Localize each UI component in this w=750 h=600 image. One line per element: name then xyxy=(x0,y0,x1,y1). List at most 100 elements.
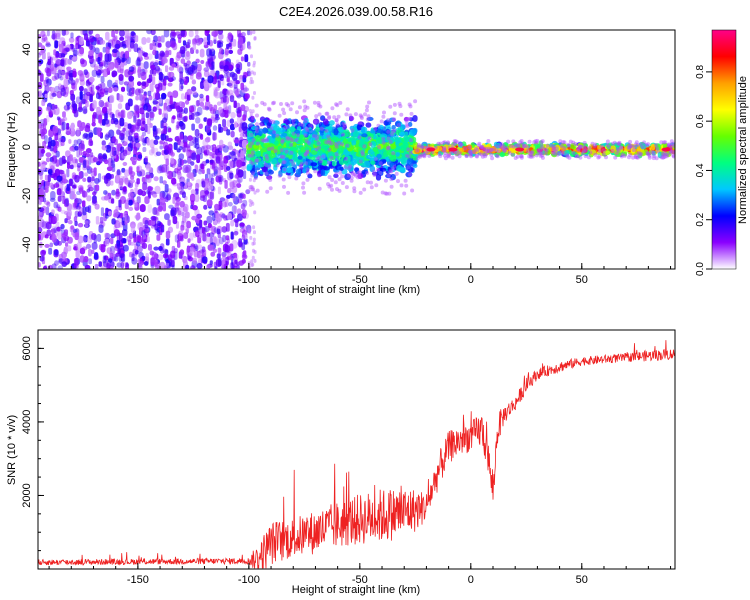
heatmap-cell xyxy=(183,206,188,213)
heatmap-cell xyxy=(231,154,237,162)
heatmap-cell xyxy=(225,90,231,95)
heatmap-cell xyxy=(119,117,125,127)
heatmap-cell xyxy=(264,171,269,176)
heatmap-cell xyxy=(227,213,233,221)
heatmap-cell xyxy=(103,260,109,268)
heatmap-cell xyxy=(179,109,185,114)
colorbar-tick-label: 0.6 xyxy=(695,114,706,128)
heatmap-cell xyxy=(279,102,283,106)
heatmap-cell xyxy=(69,154,73,162)
heatmap-cell xyxy=(76,127,80,137)
heatmap-cell xyxy=(152,127,159,135)
heatmap-cell xyxy=(108,42,112,49)
heatmap-cell xyxy=(427,153,432,158)
heatmap-cell xyxy=(216,228,221,235)
heatmap-cell xyxy=(312,100,317,105)
heatmap-cell xyxy=(578,144,582,149)
heatmap-cell xyxy=(107,258,113,263)
heatmap-cell xyxy=(155,151,162,157)
heatmap-cell xyxy=(305,150,310,155)
heatmap-cell xyxy=(167,71,171,79)
heatmap-cell xyxy=(206,264,210,269)
heatmap-cell xyxy=(218,106,223,114)
heatmap-cell xyxy=(235,178,241,184)
heatmap-cell xyxy=(666,143,671,148)
heatmap-cell xyxy=(158,98,162,104)
heatmap-cell xyxy=(77,48,84,57)
heatmap-cell xyxy=(157,205,164,212)
heatmap-cell xyxy=(153,92,159,100)
heatmap-cell xyxy=(263,119,269,124)
heatmap-cell xyxy=(363,160,370,168)
heatmap-cell xyxy=(124,214,130,223)
heatmap-cell xyxy=(153,176,159,182)
heatmap-cell xyxy=(243,212,249,219)
heatmap-cell xyxy=(344,112,349,117)
heatmap-cell xyxy=(85,79,91,87)
heatmap-cell xyxy=(222,94,227,103)
heatmap-cell xyxy=(113,229,120,237)
heatmap-cell xyxy=(79,143,85,151)
heatmap-cell xyxy=(327,147,332,152)
heatmap-cell xyxy=(568,139,573,144)
heatmap-cell xyxy=(540,153,545,158)
heatmap-cell xyxy=(108,211,112,216)
heatmap-cell xyxy=(50,66,57,75)
heatmap-cell xyxy=(150,219,156,226)
heatmap-cell xyxy=(38,52,41,58)
heatmap-cell xyxy=(638,151,643,156)
heatmap-cell xyxy=(48,215,53,225)
heatmap-cell xyxy=(237,106,242,114)
heatmap-cell xyxy=(242,114,247,121)
heatmap-cell xyxy=(263,142,270,148)
heatmap-cell xyxy=(391,151,396,156)
heatmap-cell xyxy=(153,35,158,43)
heatmap-cell xyxy=(370,160,376,165)
heatmap-cell xyxy=(144,55,150,60)
heatmap-cell xyxy=(86,165,91,170)
heatmap-cell xyxy=(139,261,143,269)
heatmap-cell xyxy=(331,160,337,167)
heatmap-cell xyxy=(116,129,121,135)
heatmap-cell xyxy=(97,56,101,65)
heatmap-cell xyxy=(355,175,360,180)
heatmap-cell xyxy=(237,153,241,161)
heatmap-cell xyxy=(218,200,223,210)
heatmap-cell xyxy=(115,193,120,200)
heatmap-cell xyxy=(141,71,147,81)
heatmap-cell xyxy=(248,108,252,113)
heatmap-cell xyxy=(111,189,116,196)
heatmap-cell xyxy=(142,181,148,191)
heatmap-cell xyxy=(385,146,390,151)
heatmap-cell xyxy=(303,133,308,138)
heatmap-cell xyxy=(131,253,135,262)
heatmap-cell xyxy=(157,254,164,261)
heatmap-cell xyxy=(361,126,366,133)
heatmap-cell xyxy=(183,203,189,212)
heatmap-cell xyxy=(79,150,83,156)
heatmap-cell xyxy=(145,174,151,179)
heatmap-cell xyxy=(50,139,56,147)
heatmap-cell xyxy=(51,92,57,98)
heatmap-cell xyxy=(70,32,74,39)
heatmap-cell xyxy=(217,80,221,89)
heatmap-cell xyxy=(135,95,139,101)
heatmap-cell xyxy=(44,234,49,239)
heatmap-cell xyxy=(403,178,408,183)
heatmap-cell xyxy=(167,219,171,226)
heatmap-cell xyxy=(410,188,415,193)
heatmap-cell xyxy=(77,222,84,228)
heatmap-cell xyxy=(515,154,520,159)
heatmap-cell xyxy=(84,33,89,41)
heatmap-cell xyxy=(453,139,458,144)
heatmap-cell xyxy=(152,100,159,105)
heatmap-cell xyxy=(65,72,69,80)
heatmap-cell xyxy=(199,229,203,238)
heatmap-cell xyxy=(196,154,201,164)
heatmap-cell xyxy=(496,149,501,154)
heatmap-cell xyxy=(249,132,254,137)
heatmap-cell xyxy=(177,172,182,178)
heatmap-cell xyxy=(151,146,155,154)
heatmap-cell xyxy=(236,182,242,189)
heatmap-cell xyxy=(227,171,233,181)
